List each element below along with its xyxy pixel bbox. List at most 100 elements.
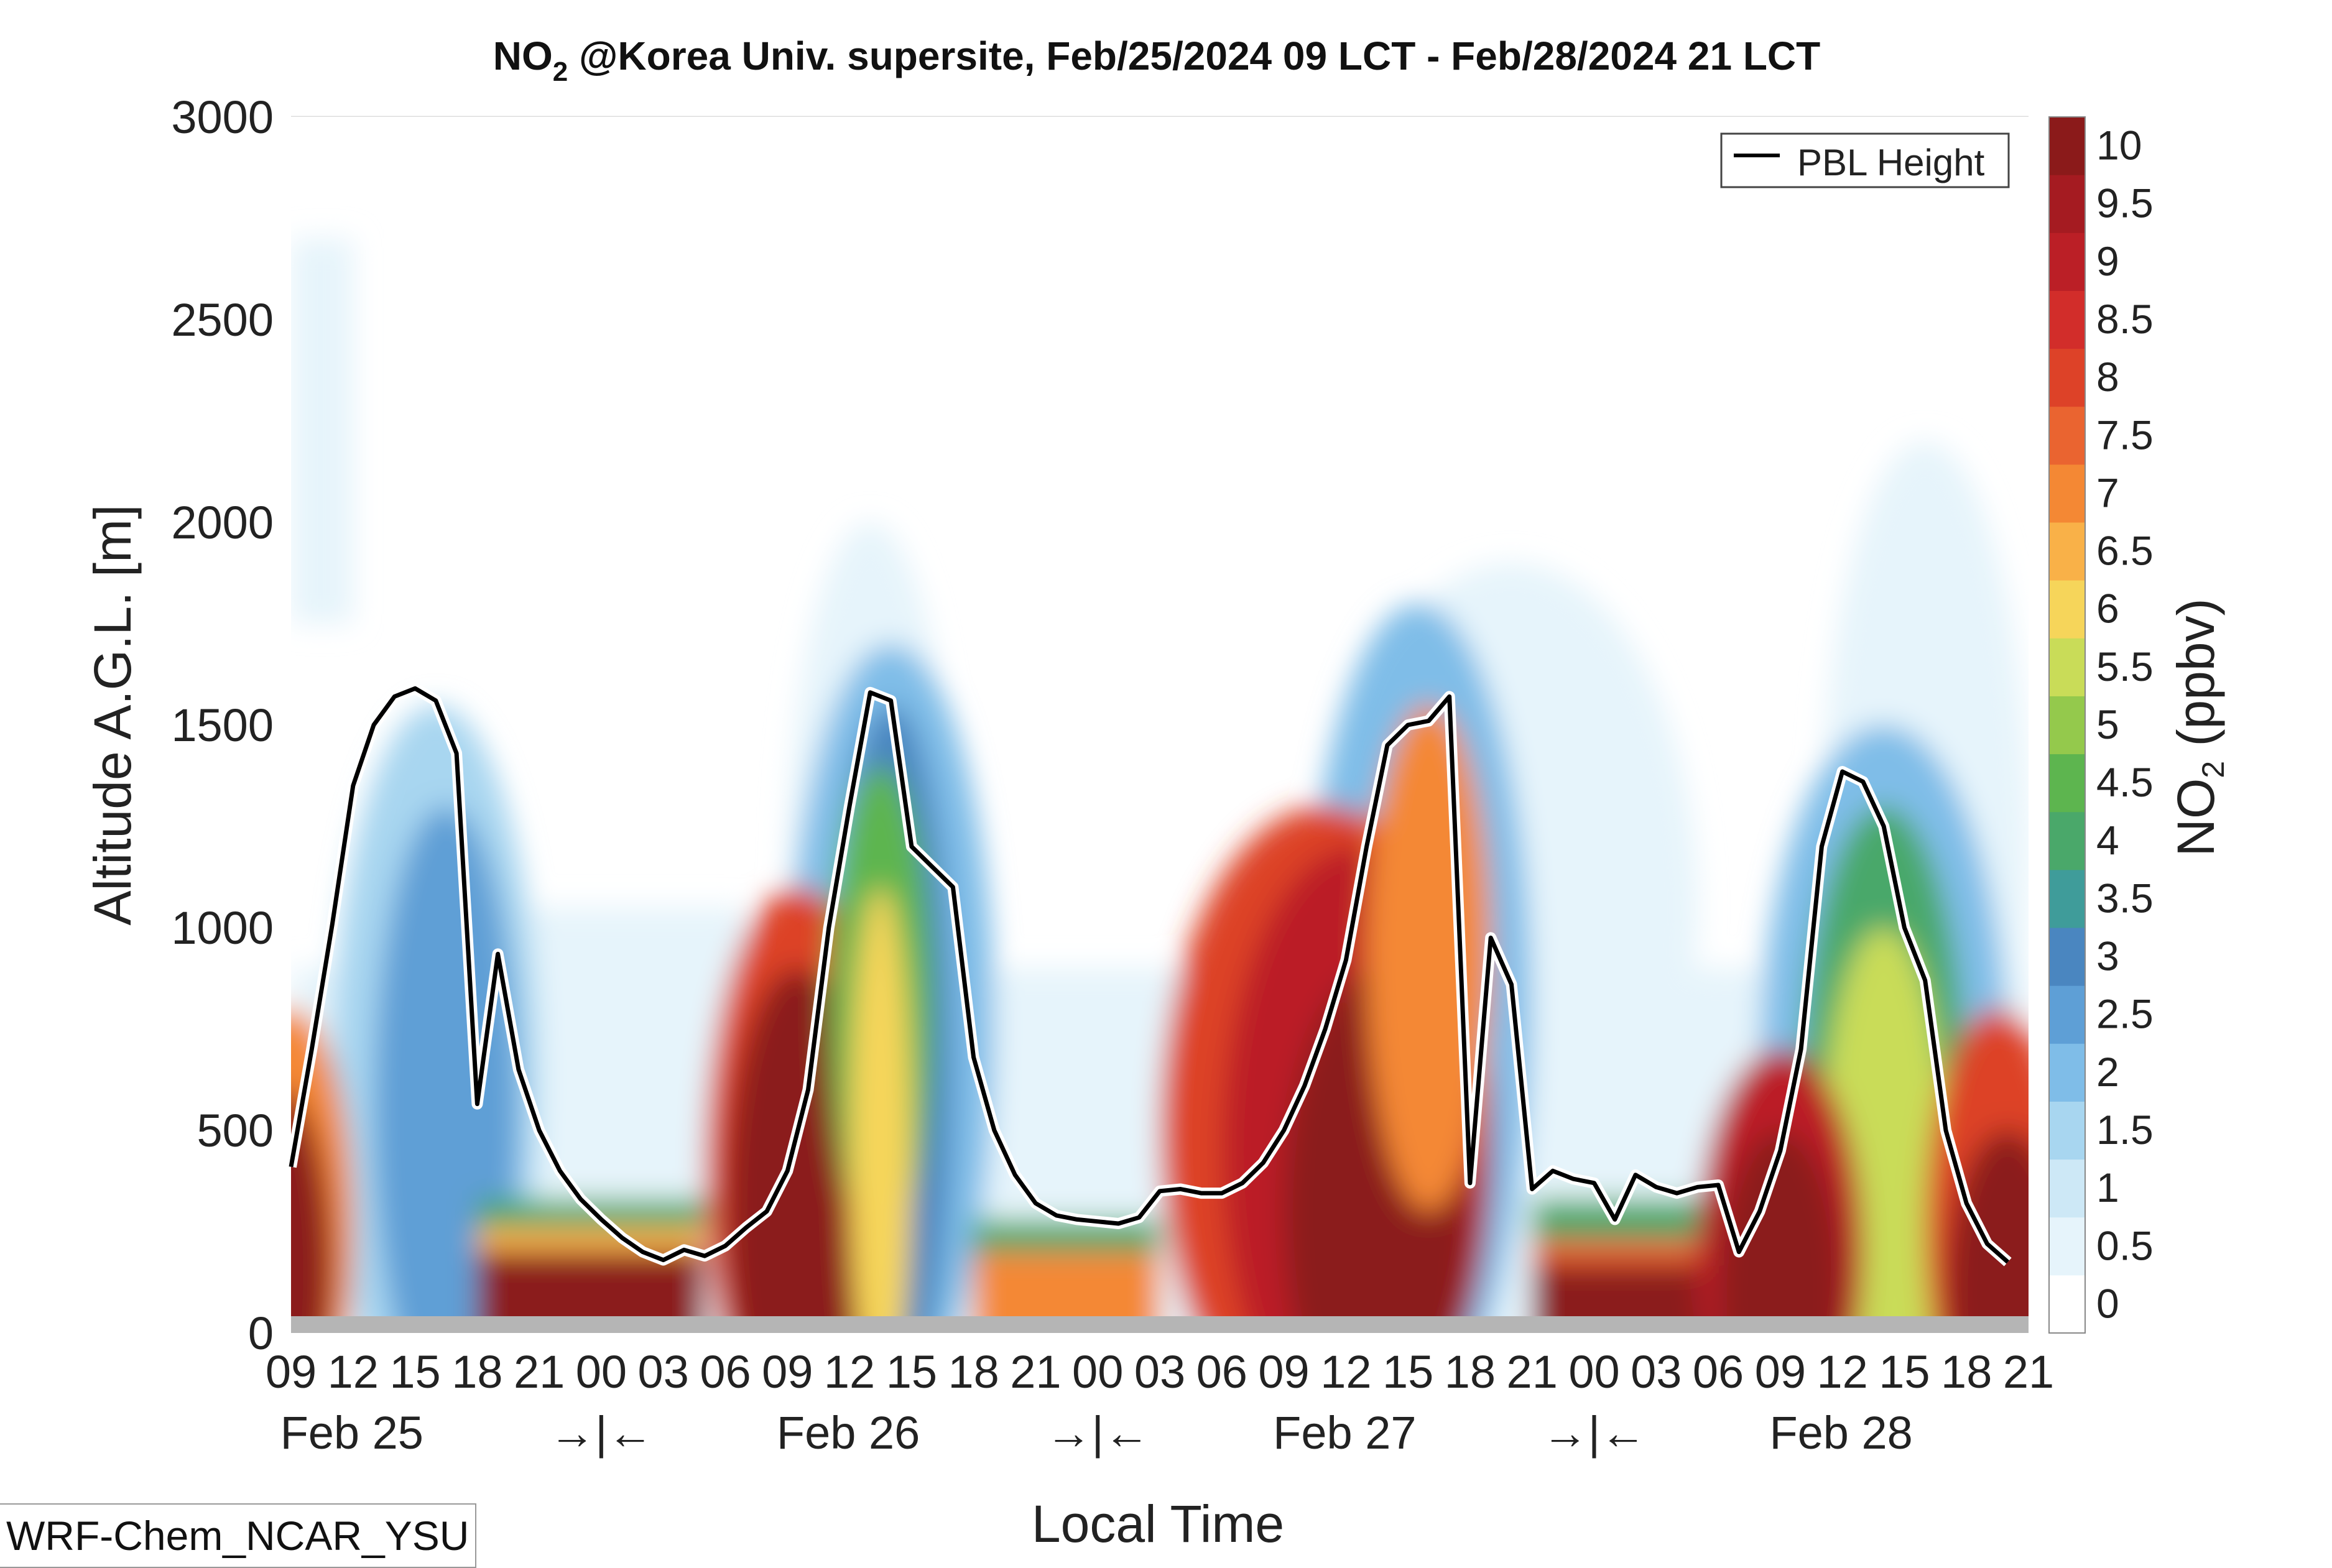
colorbar-tick-label: 7 (2096, 469, 2119, 515)
colorbar-tick-label: 6.5 (2096, 528, 2154, 574)
x-tick-label: 12 (1816, 1346, 1867, 1398)
no2-concentration-region (374, 806, 519, 1317)
legend-label: PBL Height (1797, 142, 1985, 183)
colorbar-segment (2049, 290, 2085, 349)
no2-concentration-region (1718, 1130, 1843, 1317)
y-tick-label: 2000 (171, 497, 274, 548)
date-labels: Feb 25 Feb 26 Feb 27 Feb 28 (280, 1407, 1913, 1459)
night-marker: →|← (549, 1407, 653, 1459)
colorbar-segment (2049, 348, 2085, 407)
x-tick-label: 00 (1072, 1346, 1123, 1398)
night-markers: →|← →|← →|← (549, 1407, 1646, 1459)
colorbar (2048, 116, 2086, 1334)
x-tick-label: 06 (700, 1346, 751, 1398)
colorbar-tick-label: 2 (2096, 1049, 2119, 1095)
x-tick-label: 21 (514, 1346, 565, 1398)
colorbar-frame (2048, 116, 2086, 1334)
colorbar-tick-label: 1.5 (2096, 1107, 2154, 1153)
x-tick-label: 06 (1196, 1346, 1247, 1398)
x-tick-label: 00 (576, 1346, 627, 1398)
night-marker: →|← (1542, 1407, 1646, 1459)
x-tick-label: 12 (1320, 1346, 1371, 1398)
colorbar-segment (2049, 638, 2085, 696)
ground-band (291, 1316, 2029, 1333)
y-axis-label: Altitude A.G.L. [m] (83, 505, 142, 926)
x-tick-label: 15 (389, 1346, 440, 1398)
y-tick-label: 0 (248, 1307, 274, 1359)
chart-title: NO2 @Korea Univ. supersite, Feb/25/2024 … (493, 34, 1820, 87)
colorbar-segment (2049, 811, 2085, 870)
y-tick-labels: 0 500 1000 1500 2000 2500 3000 (171, 91, 274, 1359)
no2-concentration-region (291, 1093, 333, 1317)
y-tick-label: 1000 (171, 902, 274, 954)
colorbar-tick-label: 4 (2096, 817, 2119, 863)
x-tick-label: 09 (1258, 1346, 1309, 1398)
x-tick-label: 06 (1693, 1346, 1744, 1398)
pbl-height-line (289, 686, 2010, 1264)
y-tick-label: 500 (197, 1105, 274, 1156)
colorbar-segment (2049, 580, 2085, 639)
night-marker: →|← (1046, 1407, 1150, 1459)
colorbar-segment (2049, 1101, 2085, 1160)
x-tick-label: 21 (1010, 1346, 1061, 1398)
x-axis-label: Local Time (1032, 1495, 1284, 1553)
colorbar-tick-label: 10 (2096, 122, 2142, 168)
x-tick-label: 09 (762, 1346, 813, 1398)
colorbar-label: NO2 (ppbv) (2167, 598, 2231, 856)
x-tick-label: 21 (2003, 1346, 2054, 1398)
date-label: Feb 27 (1273, 1407, 1416, 1459)
colorbar-tick-label: 8 (2096, 354, 2119, 400)
colorbar-segment (2049, 1043, 2085, 1102)
colorbar-tick-label: 6 (2096, 586, 2119, 632)
x-tick-labels: 09 12 15 18 21 00 03 06 09 12 15 18 21 00 03 06 09 12 15 18… (266, 1346, 2054, 1398)
x-tick-label: 18 (451, 1346, 502, 1398)
colorbar-tick-label: 9.5 (2096, 180, 2154, 226)
colorbar-segment (2049, 1159, 2085, 1218)
colorbar-tick-labels: 0 0.5 1 1.5 2 2.5 3 3.5 4 4.5 5 5.5 6 6.5 7 7.5 8 8.5 9 9.5… (2096, 122, 2154, 1327)
colorbar-segment (2049, 117, 2085, 175)
colorbar-segment (2049, 869, 2085, 928)
colorbar-tick-label: 0.5 (2096, 1222, 2154, 1268)
colorbar-tick-label: 5.5 (2096, 643, 2154, 689)
colorbar-segment (2049, 754, 2085, 813)
date-label: Feb 28 (1769, 1407, 1912, 1459)
colorbar-segment (2049, 522, 2085, 581)
y-tick-label: 2500 (171, 294, 274, 346)
colorbar-tick-label: 2.5 (2096, 991, 2154, 1037)
date-label: Feb 26 (777, 1407, 920, 1459)
colorbar-tick-label: 0 (2096, 1280, 2119, 1326)
colorbar-tick-label: 3 (2096, 933, 2119, 979)
colorbar-label-subscript: 2 (2196, 761, 2231, 778)
colorbar-segment (2049, 464, 2085, 523)
no2-heatmap (291, 117, 2029, 1317)
chart-title-subscript: 2 (553, 57, 568, 87)
colorbar-segment (2049, 1275, 2085, 1334)
colorbar-tick-label: 8.5 (2096, 296, 2154, 342)
model-label: WRF-Chem_NCAR_YSU (0, 1503, 477, 1568)
x-tick-label: 18 (1445, 1346, 1496, 1398)
no2-concentration-region (291, 238, 353, 624)
x-tick-label: 18 (1941, 1346, 1992, 1398)
date-label: Feb 25 (280, 1407, 423, 1459)
no2-concentration-region (973, 1252, 1160, 1317)
x-tick-label: 18 (948, 1346, 999, 1398)
colorbar-tick-label: 5 (2096, 701, 2119, 747)
colorbar-segment (2049, 1217, 2085, 1276)
x-tick-label: 12 (328, 1346, 379, 1398)
legend-box (1720, 132, 2010, 188)
colorbar-tick-label: 7.5 (2096, 412, 2154, 458)
legend: PBL Height (1720, 132, 2010, 188)
x-tick-label: 12 (824, 1346, 875, 1398)
colorbar-segment (2049, 985, 2085, 1044)
x-tick-label: 15 (886, 1346, 937, 1398)
colorbar-segment (2049, 175, 2085, 233)
x-tick-label: 03 (638, 1346, 689, 1398)
colorbar-segment (2049, 406, 2085, 465)
y-tick-label: 3000 (171, 91, 274, 143)
colorbar-segment (2049, 233, 2085, 291)
no2-concentration-region (477, 1252, 705, 1317)
x-tick-label: 21 (1507, 1346, 1558, 1398)
x-tick-label: 03 (1631, 1346, 1682, 1398)
x-tick-label: 00 (1568, 1346, 1619, 1398)
